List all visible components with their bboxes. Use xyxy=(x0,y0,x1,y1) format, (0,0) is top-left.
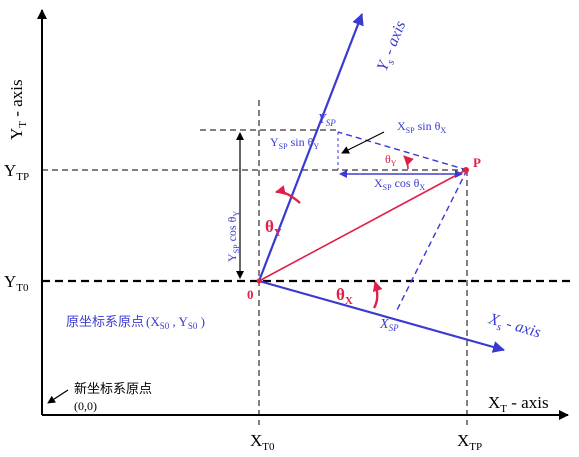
point-p-label: P xyxy=(473,155,481,170)
xt0-label: XT0 xyxy=(250,431,275,453)
xs-axis-line xyxy=(258,279,505,353)
new-origin-coords: (0,0) xyxy=(74,399,97,413)
yt0-label: YT0 xyxy=(4,272,29,294)
p-to-ysp-projection xyxy=(337,131,468,171)
theta-small-label: θY xyxy=(385,152,397,168)
op-vector xyxy=(258,169,467,282)
theta-y-label: θY xyxy=(265,217,282,239)
xtp-label: XTP xyxy=(457,431,482,453)
xsp-label: XSP xyxy=(379,317,399,333)
theta-y-arc xyxy=(275,185,301,204)
xt-axis-label: XT - axis xyxy=(488,393,549,415)
old-origin-coords: (XS0 , YS0 ) xyxy=(146,314,205,331)
yt-axis-label: YT - axis xyxy=(7,79,29,140)
p-to-xsp-projection xyxy=(396,169,468,311)
theta-x-label: θX xyxy=(336,285,353,307)
ys-axis-label: Ys - axis xyxy=(374,19,412,75)
new-origin-pointer xyxy=(47,389,69,404)
ysp-cos-label: YSP cos θY xyxy=(225,211,241,262)
origin-s-dot xyxy=(256,278,262,284)
xs-axis-label: Xs - axis xyxy=(485,310,543,344)
origin-s-label: 0 xyxy=(247,287,254,302)
xsp-sin-label: XSP sin θX xyxy=(397,119,446,135)
old-origin-label: 原坐标系原点 xyxy=(66,314,144,329)
ys-axis-line xyxy=(257,13,364,282)
xsp-sin-pointer xyxy=(341,131,385,154)
ysp-sin-label: YSP sin θY xyxy=(270,135,319,151)
ytp-label: YTP xyxy=(4,161,29,183)
theta-small-arc xyxy=(403,155,414,170)
theta-x-arc xyxy=(372,281,383,309)
ysp-label: YSP xyxy=(318,112,336,128)
new-origin-label: 新坐标系原点 xyxy=(74,381,152,396)
xsp-cos-label: XSP cos θX xyxy=(374,176,425,192)
point-p-dot xyxy=(463,167,469,173)
